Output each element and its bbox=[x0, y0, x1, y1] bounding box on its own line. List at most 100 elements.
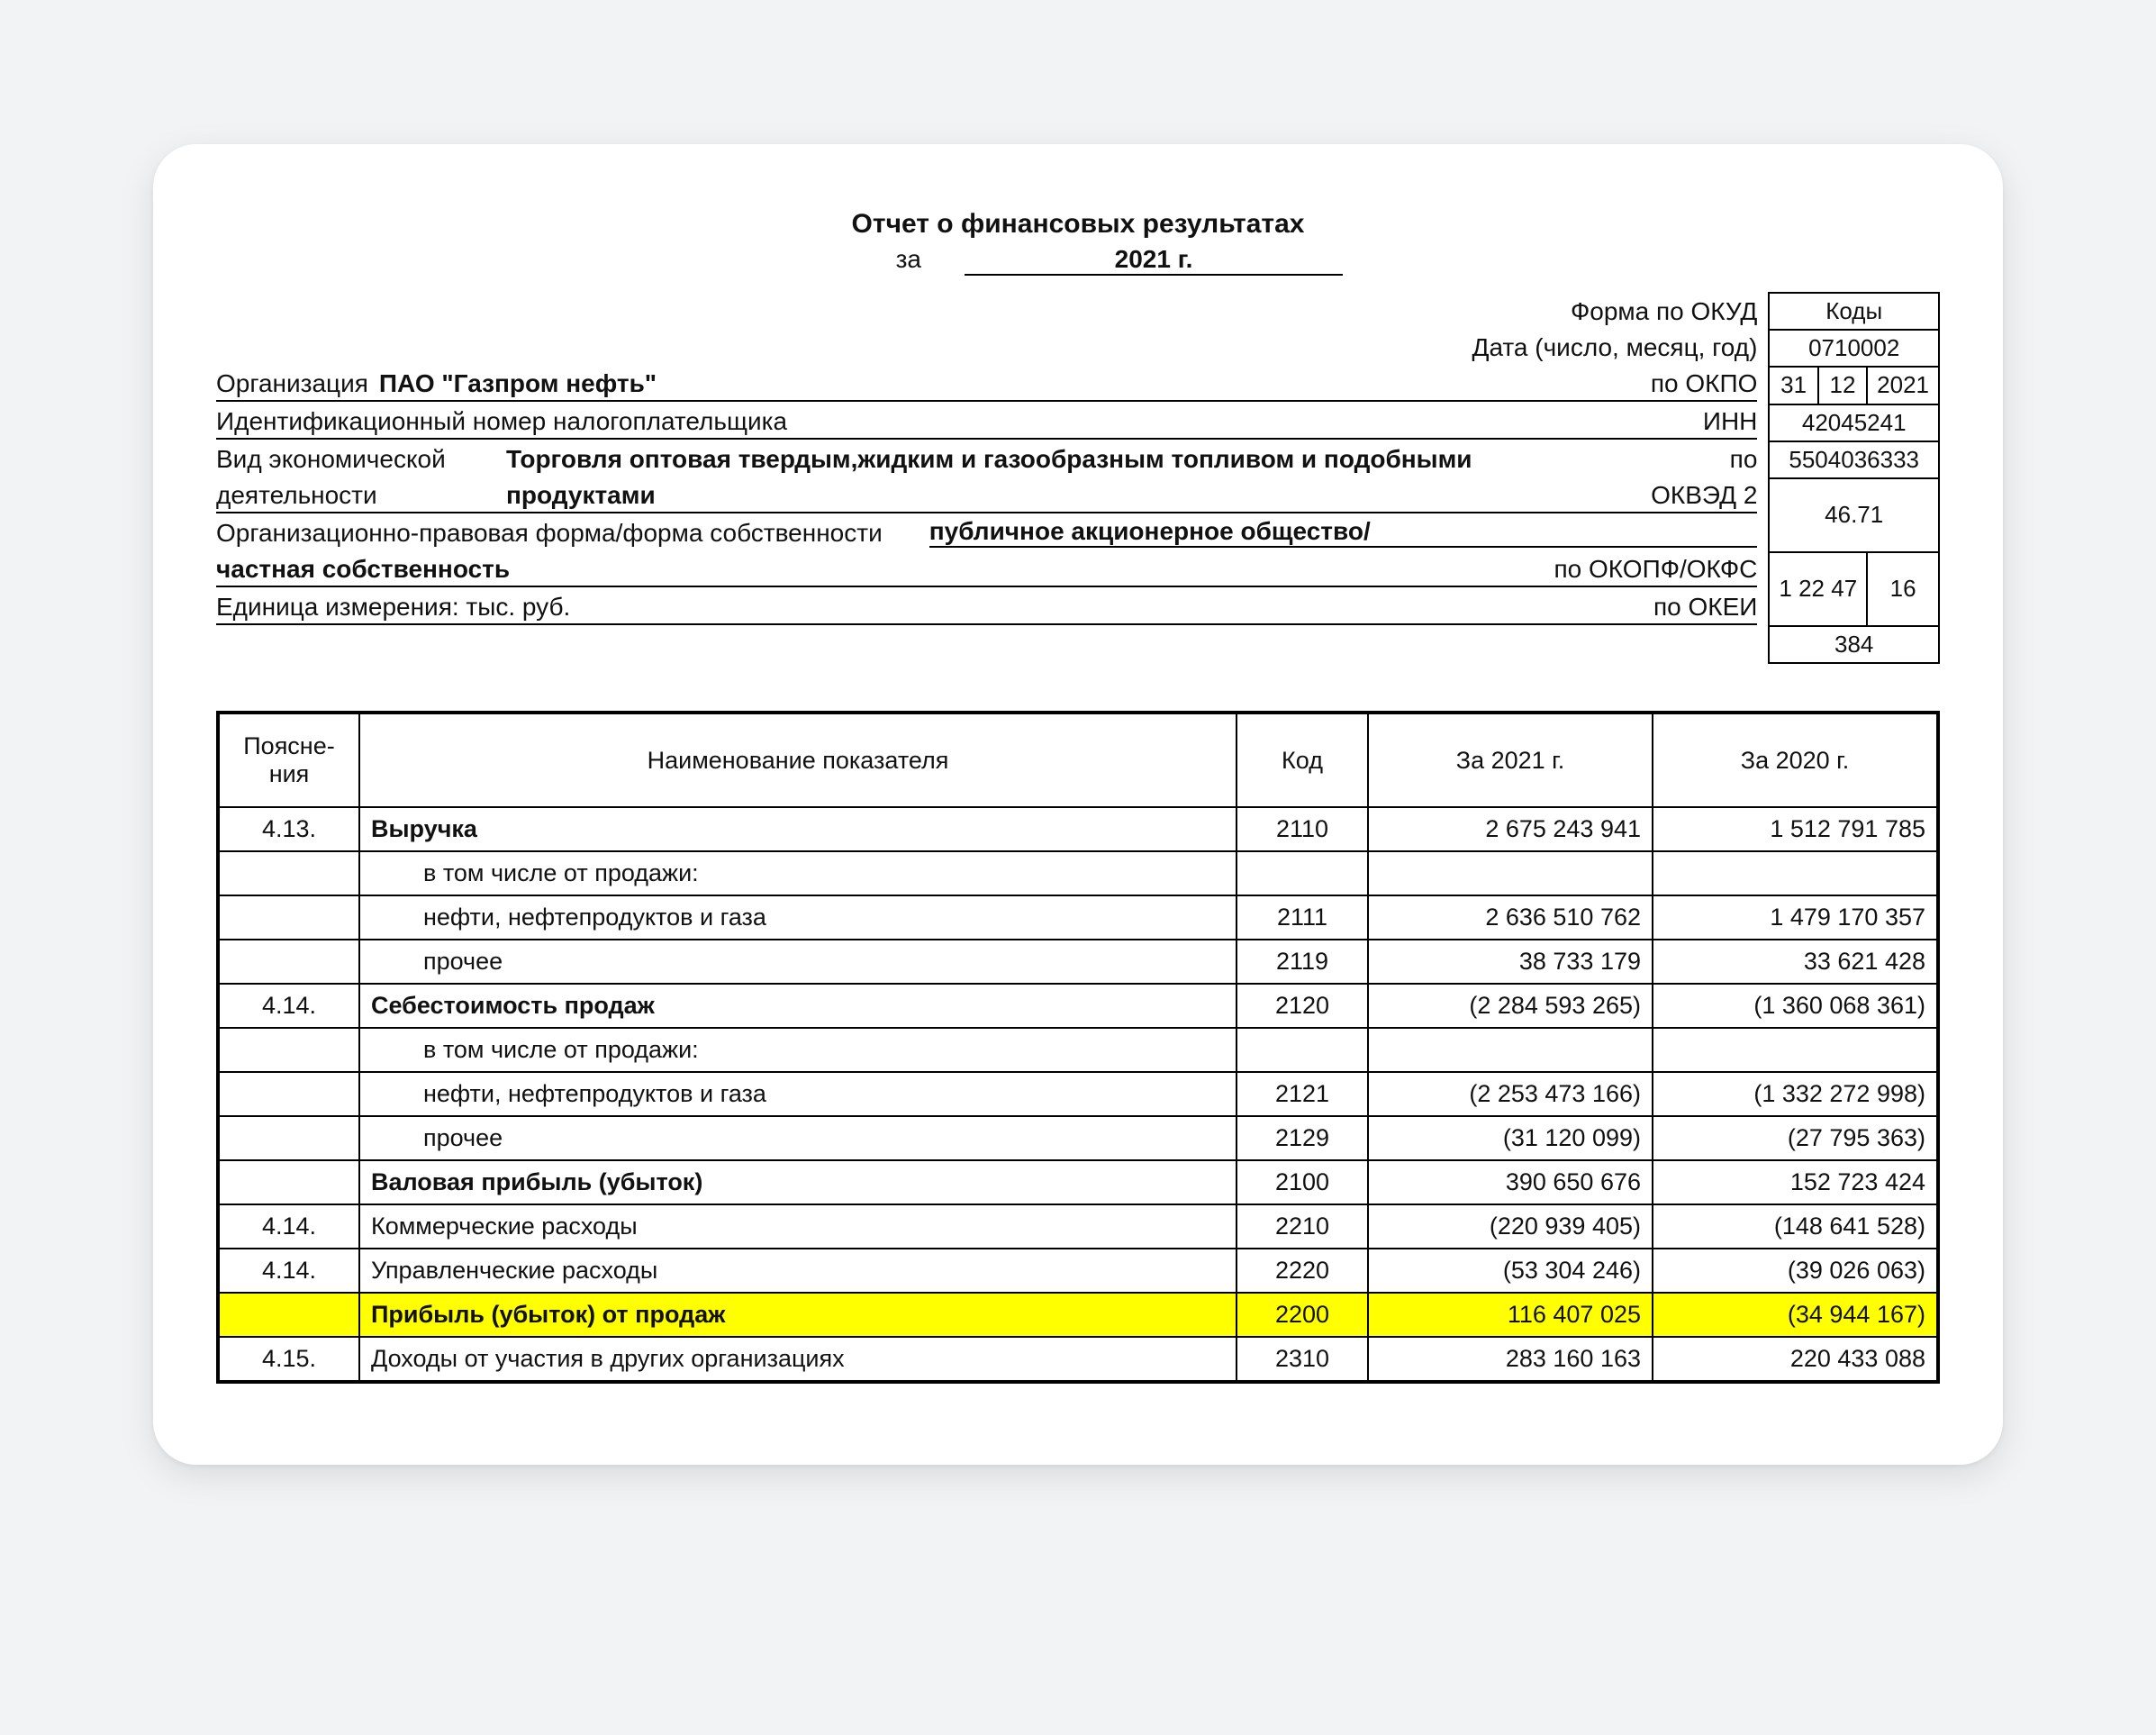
col-name: Наименование показателя bbox=[359, 713, 1237, 807]
cell-value-prev bbox=[1653, 1028, 1938, 1072]
cell-note bbox=[218, 895, 359, 940]
table-row: 4.14.Себестоимость продаж2120(2 284 593 … bbox=[218, 984, 1938, 1028]
cell-name: в том числе от продажи: bbox=[359, 1028, 1237, 1072]
cell-note bbox=[218, 940, 359, 984]
org-label: Организация bbox=[216, 369, 368, 398]
cell-name: Прибыль (убыток) от продаж bbox=[359, 1293, 1237, 1337]
cell-code: 2119 bbox=[1237, 940, 1368, 984]
cell-value-current: (220 939 405) bbox=[1368, 1204, 1653, 1249]
code-inn: 5504036333 bbox=[1769, 441, 1939, 478]
cell-value-current: (31 120 099) bbox=[1368, 1116, 1653, 1160]
okopf-label: по ОКОПФ/ОКФС bbox=[1554, 555, 1758, 584]
col-year2: За 2020 г. bbox=[1653, 713, 1938, 807]
cell-value-prev: (1 332 272 998) bbox=[1653, 1072, 1938, 1116]
org-line: Организация ПАО "Газпром нефть" по ОКПО bbox=[216, 364, 1757, 402]
date-label: Дата (число, месяц, год) bbox=[1472, 333, 1757, 362]
inn-line-label: Идентификационный номер налогоплательщик… bbox=[216, 407, 787, 436]
cell-value-prev: 152 723 424 bbox=[1653, 1160, 1938, 1204]
cell-value-prev bbox=[1653, 851, 1938, 895]
report-period: за 2021 г. bbox=[216, 245, 1940, 276]
cell-code: 2220 bbox=[1237, 1249, 1368, 1293]
cell-name: Валовая прибыль (убыток) bbox=[359, 1160, 1237, 1204]
table-row: Прибыль (убыток) от продаж2200116 407 02… bbox=[218, 1293, 1938, 1337]
cell-code: 2100 bbox=[1237, 1160, 1368, 1204]
cell-code: 2210 bbox=[1237, 1204, 1368, 1249]
cell-value-current: 38 733 179 bbox=[1368, 940, 1653, 984]
financial-results-table: Поясне- ния Наименование показателя Код … bbox=[216, 711, 1940, 1384]
cell-code: 2129 bbox=[1237, 1116, 1368, 1160]
cell-name: нефти, нефтепродуктов и газа bbox=[359, 1072, 1237, 1116]
cell-value-current: (53 304 246) bbox=[1368, 1249, 1653, 1293]
cell-note: 4.14. bbox=[218, 984, 359, 1028]
table-row: 4.14.Коммерческие расходы2210(220 939 40… bbox=[218, 1204, 1938, 1249]
table-row: 4.14.Управленческие расходы2220(53 304 2… bbox=[218, 1249, 1938, 1293]
code-date-month: 12 bbox=[1818, 367, 1867, 404]
cell-value-current: 2 636 510 762 bbox=[1368, 895, 1653, 940]
cell-value-current bbox=[1368, 1028, 1653, 1072]
cell-value-prev: 1 512 791 785 bbox=[1653, 807, 1938, 851]
period-prefix: за bbox=[813, 245, 921, 276]
table-row: в том числе от продажи: bbox=[218, 851, 1938, 895]
cell-value-current: (2 253 473 166) bbox=[1368, 1072, 1653, 1116]
form-label: Организационно-правовая форма/форма собс… bbox=[216, 519, 883, 548]
form-value-1: публичное акционерное общество/ bbox=[929, 517, 1758, 548]
cell-value-prev: (148 641 528) bbox=[1653, 1204, 1938, 1249]
code-okfs: 16 bbox=[1867, 552, 1939, 626]
cell-value-prev: (1 360 068 361) bbox=[1653, 984, 1938, 1028]
col-code: Код bbox=[1237, 713, 1368, 807]
form-line-1: Организационно-правовая форма/форма собс… bbox=[216, 513, 1757, 550]
table-row: прочее211938 733 17933 621 428 bbox=[218, 940, 1938, 984]
cell-value-current: (2 284 593 265) bbox=[1368, 984, 1653, 1028]
unit-line: Единица измерения: тыс. руб. по ОКЕИ bbox=[216, 587, 1757, 625]
col-year1: За 2021 г. bbox=[1368, 713, 1653, 807]
inn-line: Идентификационный номер налогоплательщик… bbox=[216, 402, 1757, 440]
table-row: нефти, нефтепродуктов и газа2121(2 253 4… bbox=[218, 1072, 1938, 1116]
okpo-label: по ОКПО bbox=[1651, 369, 1758, 398]
document-paper: Отчет о финансовых результатах за 2021 г… bbox=[153, 144, 2003, 1465]
cell-name: Доходы от участия в других организациях bbox=[359, 1337, 1237, 1382]
cell-name: нефти, нефтепродуктов и газа bbox=[359, 895, 1237, 940]
cell-name: Управленческие расходы bbox=[359, 1249, 1237, 1293]
okved-label-po: по bbox=[1703, 445, 1757, 474]
table-row: в том числе от продажи: bbox=[218, 1028, 1938, 1072]
codes-header: Коды bbox=[1769, 293, 1939, 330]
okved-label: ОКВЭД 2 bbox=[1651, 481, 1757, 510]
cell-note bbox=[218, 851, 359, 895]
cell-note: 4.14. bbox=[218, 1249, 359, 1293]
cell-name: Коммерческие расходы bbox=[359, 1204, 1237, 1249]
okud-label: Форма по ОКУД bbox=[1571, 297, 1757, 326]
codes-table: Коды 0710002 31 12 2021 42045241 5504036… bbox=[1768, 292, 1940, 664]
col-note: Поясне- ния bbox=[218, 713, 359, 807]
activity-value-1: Торговля оптовая твердым,жидким и газооб… bbox=[506, 445, 1692, 474]
code-okud: 0710002 bbox=[1769, 330, 1939, 367]
activity-label-1: Вид экономической bbox=[216, 445, 495, 474]
cell-note bbox=[218, 1072, 359, 1116]
cell-code: 2200 bbox=[1237, 1293, 1368, 1337]
cell-name: прочее bbox=[359, 940, 1237, 984]
canvas: Отчет о финансовых результатах за 2021 г… bbox=[0, 0, 2156, 1735]
cell-code: 2120 bbox=[1237, 984, 1368, 1028]
cell-value-prev: (34 944 167) bbox=[1653, 1293, 1938, 1337]
cell-name: Себестоимость продаж bbox=[359, 984, 1237, 1028]
cell-note bbox=[218, 1116, 359, 1160]
cell-code: 2110 bbox=[1237, 807, 1368, 851]
activity-line-1: Вид экономической Торговля оптовая тверд… bbox=[216, 440, 1757, 476]
table-row: нефти, нефтепродуктов и газа21112 636 51… bbox=[218, 895, 1938, 940]
inn-label: ИНН bbox=[1703, 407, 1758, 436]
cell-value-prev: 220 433 088 bbox=[1653, 1337, 1938, 1382]
cell-value-prev: 1 479 170 357 bbox=[1653, 895, 1938, 940]
cell-note: 4.13. bbox=[218, 807, 359, 851]
code-okei: 384 bbox=[1769, 626, 1939, 663]
activity-label-2: деятельности bbox=[216, 481, 495, 510]
table-row: 4.13.Выручка21102 675 243 9411 512 791 7… bbox=[218, 807, 1938, 851]
cell-value-prev: (39 026 063) bbox=[1653, 1249, 1938, 1293]
period-value: 2021 г. bbox=[965, 245, 1343, 276]
form-line-2: частная собственность по ОКОПФ/ОКФС bbox=[216, 550, 1757, 587]
table-row: прочее2129(31 120 099)(27 795 363) bbox=[218, 1116, 1938, 1160]
date-line: Дата (число, месяц, год) bbox=[216, 328, 1757, 364]
cell-note: 4.15. bbox=[218, 1337, 359, 1382]
cell-value-current: 116 407 025 bbox=[1368, 1293, 1653, 1337]
report-title: Отчет о финансовых результатах bbox=[216, 209, 1940, 240]
code-okved: 46.71 bbox=[1769, 478, 1939, 552]
code-okopf: 1 22 47 bbox=[1769, 552, 1867, 626]
